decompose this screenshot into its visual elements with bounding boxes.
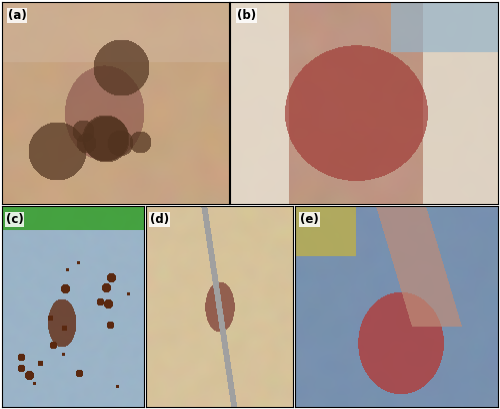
Text: (e): (e) <box>300 213 319 226</box>
Text: (a): (a) <box>8 9 26 22</box>
Text: (b): (b) <box>236 9 256 22</box>
Text: (c): (c) <box>6 213 24 226</box>
Text: (d): (d) <box>150 213 169 226</box>
